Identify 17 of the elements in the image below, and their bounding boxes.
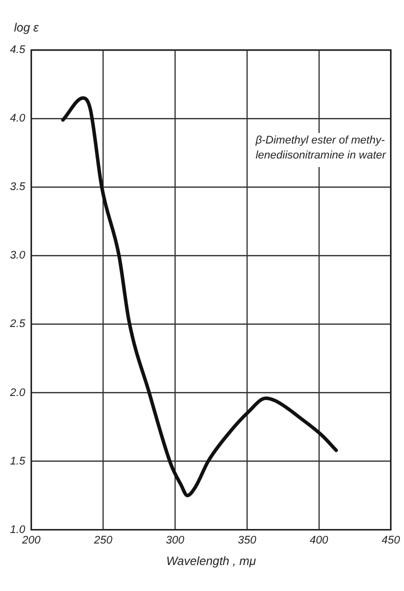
y-tick-label: 3.5 [10, 181, 26, 194]
x-tick-label: 250 [93, 534, 114, 546]
x-tick-label: 200 [21, 534, 42, 546]
y-axis-title: log ε [14, 20, 40, 34]
x-tick-label: 450 [382, 534, 401, 546]
x-axis-title: Wavelength , mμ [166, 554, 256, 568]
y-tick-label: 2.5 [8, 318, 26, 330]
y-tick-label: 1.0 [10, 524, 26, 536]
y-tick-label: 4.5 [10, 44, 26, 56]
y-tick-label: 4.0 [10, 112, 26, 125]
x-tick-label: 300 [166, 534, 186, 546]
y-tick-label: 2.0 [8, 386, 26, 399]
x-tick-label: 400 [310, 534, 329, 546]
annotation: β-Dimethyl ester of methy- lenediisonitramine in water [254, 134, 388, 162]
x-tick-label: 350 [238, 534, 258, 546]
y-tick-label: 3.0 [10, 250, 26, 262]
y-tick-label: 1.5 [10, 455, 26, 468]
